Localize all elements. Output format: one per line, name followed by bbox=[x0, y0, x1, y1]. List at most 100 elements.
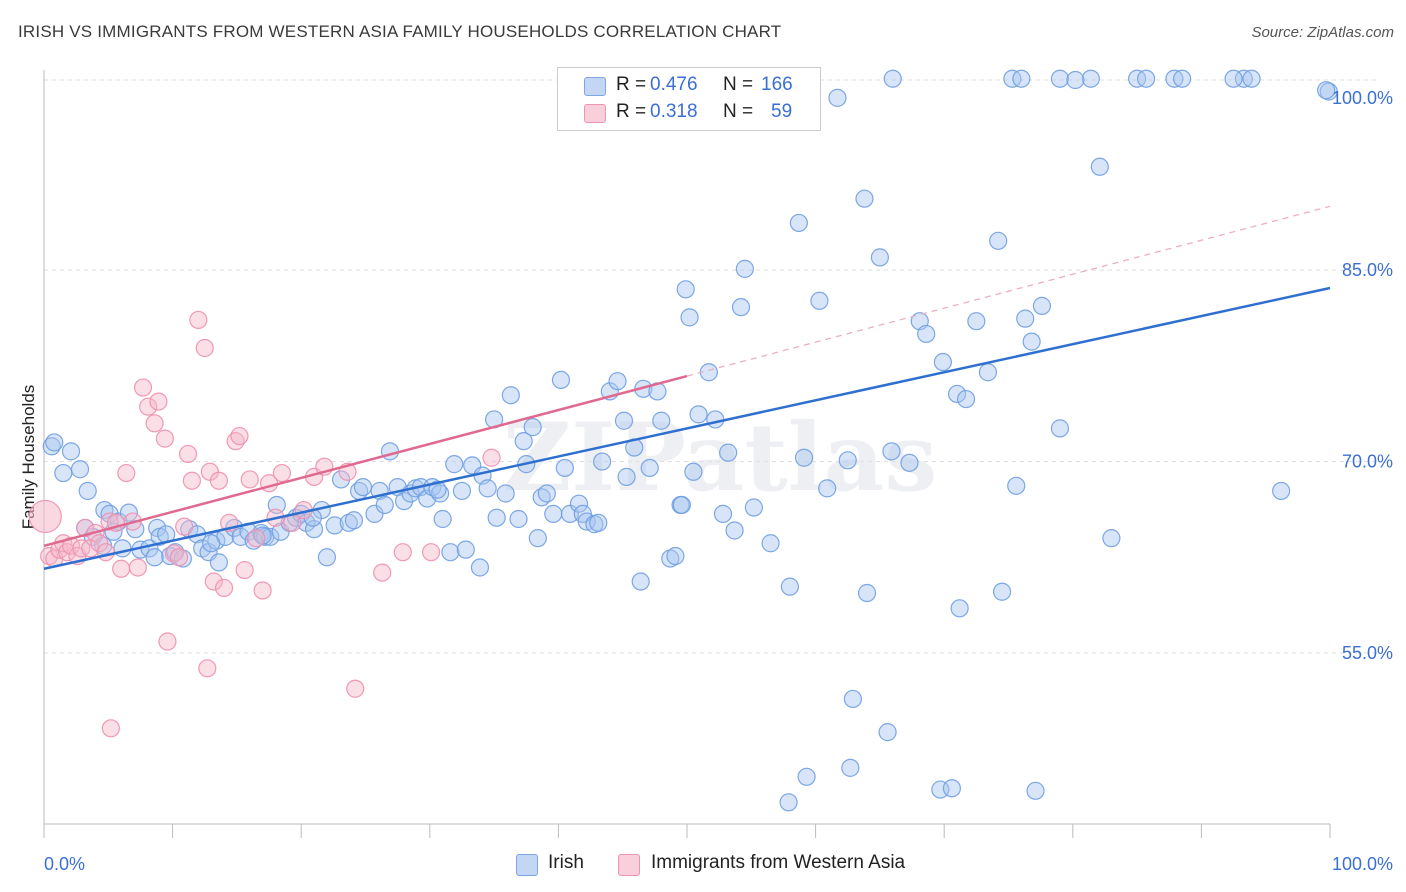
irish-point bbox=[452, 481, 472, 501]
irish-point bbox=[870, 248, 890, 267]
irish-point bbox=[680, 308, 699, 327]
irish-point bbox=[689, 405, 708, 424]
irish-point bbox=[652, 411, 671, 430]
irish-point bbox=[1317, 81, 1336, 100]
irish-point bbox=[882, 442, 901, 461]
irish-point bbox=[593, 452, 612, 471]
western-asia-point bbox=[209, 471, 228, 490]
irish-point bbox=[744, 498, 763, 517]
western-asia-points bbox=[28, 310, 501, 738]
irish-point bbox=[1137, 69, 1156, 88]
irish-point bbox=[433, 509, 452, 529]
irish-point bbox=[470, 558, 490, 577]
legend-n-value-irish: 166 bbox=[761, 74, 793, 95]
irish-point bbox=[780, 577, 799, 596]
bottom-legend-label-western-asia: Immigrants from Western Asia bbox=[651, 852, 906, 873]
legend-r-label: R = bbox=[616, 74, 647, 95]
irish-point bbox=[1165, 69, 1184, 88]
western-asia-point bbox=[96, 543, 115, 562]
irish-point bbox=[676, 280, 695, 299]
irish-point bbox=[713, 504, 733, 523]
western-asia-trend-extension bbox=[686, 205, 1331, 377]
bottom-legend-irish: Irish bbox=[516, 852, 616, 878]
irish-point bbox=[640, 458, 659, 478]
western-asia-point bbox=[112, 559, 131, 578]
irish-point bbox=[857, 583, 877, 603]
bottom-legend-swatch-irish bbox=[516, 854, 538, 876]
western-asia-point bbox=[178, 444, 198, 464]
legend-r-value-irish: 0.476 bbox=[650, 74, 698, 95]
irish-point bbox=[950, 599, 969, 618]
western-asia-point bbox=[133, 378, 153, 397]
western-asia-point bbox=[117, 463, 136, 483]
irish-point bbox=[1090, 157, 1109, 176]
western-asia-point bbox=[214, 578, 234, 598]
western-asia-point bbox=[101, 719, 120, 738]
western-asia-point bbox=[240, 470, 259, 489]
western-asia-point bbox=[28, 499, 62, 534]
western-asia-point bbox=[90, 534, 109, 553]
irish-point bbox=[78, 481, 97, 501]
irish-point bbox=[61, 442, 81, 461]
irish-point bbox=[841, 758, 860, 777]
irish-point bbox=[1224, 69, 1243, 88]
western-asia-point bbox=[145, 414, 164, 433]
western-asia-point bbox=[373, 563, 392, 582]
tick-labels: 100.0% 85.0% 70.0% 55.0% 0.0% 100.0% bbox=[44, 88, 1393, 874]
irish-point bbox=[789, 213, 808, 233]
irish-point bbox=[1081, 69, 1100, 88]
irish-point bbox=[942, 779, 962, 798]
irish-point bbox=[731, 298, 751, 317]
irish-point bbox=[917, 324, 936, 344]
irish-point bbox=[551, 370, 571, 389]
trend-lines bbox=[43, 205, 1331, 570]
irish-point bbox=[1026, 781, 1045, 800]
irish-point bbox=[145, 548, 164, 567]
western-asia-point bbox=[198, 659, 217, 678]
western-asia-point bbox=[230, 426, 249, 446]
irish-point bbox=[855, 189, 874, 208]
irish-point bbox=[661, 549, 680, 568]
western-asia-point bbox=[149, 392, 168, 411]
western-asia-point bbox=[195, 338, 214, 358]
western-asia-point bbox=[421, 543, 441, 562]
irish-point bbox=[537, 484, 556, 503]
irish-point bbox=[1016, 309, 1035, 328]
irish-point bbox=[441, 543, 460, 562]
irish-point bbox=[810, 291, 829, 310]
irish-point bbox=[1173, 69, 1192, 88]
irish-point bbox=[509, 509, 528, 529]
bottom-legend-swatch-western-asia bbox=[618, 854, 640, 876]
western-asia-point bbox=[169, 548, 189, 567]
irish-point bbox=[933, 352, 953, 372]
irish-point bbox=[992, 582, 1012, 601]
irish-point bbox=[113, 539, 132, 558]
irish-point bbox=[70, 460, 90, 479]
chart-title: IRISH VS IMMIGRANTS FROM WESTERN ASIA FA… bbox=[18, 22, 782, 41]
irish-point bbox=[1032, 296, 1052, 315]
western-asia-point bbox=[346, 679, 365, 698]
irish-points bbox=[42, 69, 1338, 812]
western-asia-point bbox=[158, 632, 177, 651]
irish-point bbox=[202, 534, 221, 553]
irish-point bbox=[365, 504, 384, 523]
irish-point bbox=[818, 479, 837, 498]
irish-point bbox=[631, 572, 650, 591]
axes bbox=[43, 70, 1331, 838]
irish-point bbox=[1050, 419, 1070, 438]
western-asia-point bbox=[272, 463, 292, 483]
irish-point bbox=[735, 259, 754, 278]
irish-point bbox=[569, 494, 589, 513]
irish-point bbox=[1007, 476, 1026, 495]
irish-point bbox=[797, 767, 816, 786]
irish-trend-line bbox=[43, 286, 1331, 570]
western-asia-point bbox=[235, 560, 254, 580]
irish-point bbox=[261, 527, 280, 546]
irish-point bbox=[478, 479, 497, 498]
western-asia-point bbox=[175, 517, 194, 536]
irish-point bbox=[445, 455, 464, 474]
irish-point bbox=[428, 480, 447, 499]
irish-point bbox=[304, 520, 324, 539]
legend-row-irish: R = 0.476 N = 166 bbox=[558, 74, 820, 100]
irish-point bbox=[794, 448, 814, 467]
